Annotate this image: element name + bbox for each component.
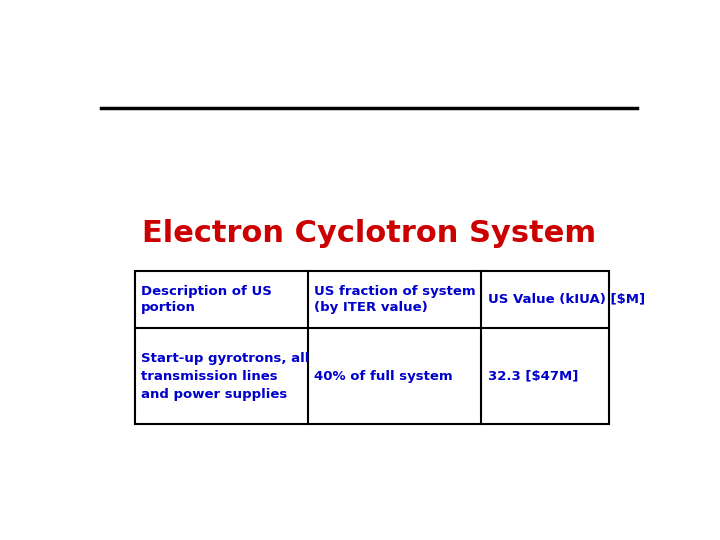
Text: Start-up gyrotrons, all
transmission lines
and power supplies: Start-up gyrotrons, all transmission lin… xyxy=(141,352,310,401)
Text: US fraction of system
(by ITER value): US fraction of system (by ITER value) xyxy=(315,285,476,314)
Text: 40% of full system: 40% of full system xyxy=(315,369,453,382)
Text: 32.3 [$47M]: 32.3 [$47M] xyxy=(487,369,578,382)
Text: Description of US
portion: Description of US portion xyxy=(141,285,272,314)
Text: US Value (kIUA) [$M]: US Value (kIUA) [$M] xyxy=(487,293,644,306)
Bar xyxy=(135,271,609,424)
Text: Electron Cyclotron System: Electron Cyclotron System xyxy=(142,219,596,248)
